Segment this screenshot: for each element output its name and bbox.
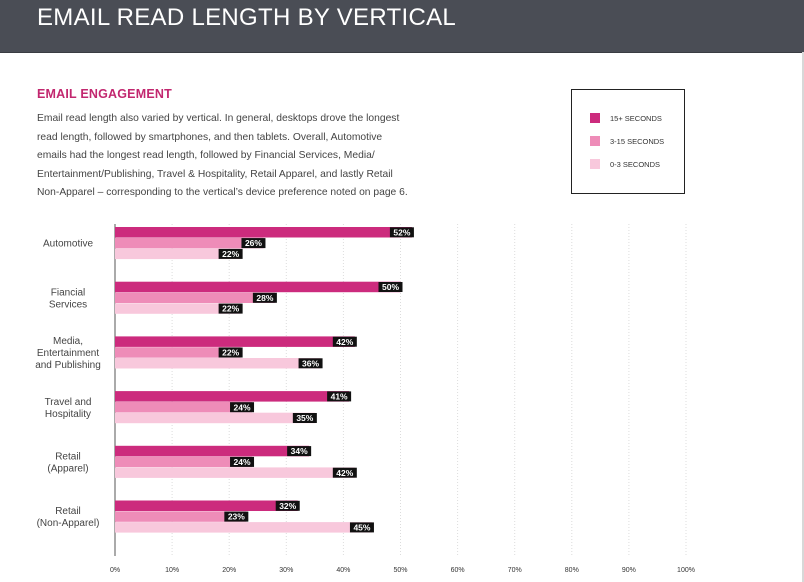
category-label: Entertainment xyxy=(37,348,99,359)
category-label: (Non-Apparel) xyxy=(37,518,100,529)
bar xyxy=(115,303,241,314)
bar xyxy=(115,412,315,424)
page-edge-divider xyxy=(802,52,804,582)
legend-item-15plus: 15+ SECONDS xyxy=(590,112,662,124)
bar xyxy=(115,237,264,249)
data-label: 22% xyxy=(222,249,239,259)
x-tick-label: 30% xyxy=(279,567,293,574)
data-label: 36% xyxy=(302,358,319,368)
data-label-bg xyxy=(224,511,249,522)
bar xyxy=(115,347,241,358)
bar xyxy=(115,227,412,238)
x-tick-label: 10% xyxy=(165,567,179,574)
data-label: 35% xyxy=(296,413,313,423)
bar xyxy=(115,292,275,303)
data-label: 24% xyxy=(234,402,251,412)
data-label: 28% xyxy=(256,293,273,303)
data-label-bg xyxy=(378,282,403,292)
data-label: 45% xyxy=(353,523,370,533)
bar xyxy=(115,522,372,533)
section-title: EMAIL ENGAGEMENT xyxy=(37,87,172,101)
legend-swatch-15plus xyxy=(590,113,600,123)
legend-label-0-3: 0-3 SECONDS xyxy=(610,159,661,169)
header-bar: EMAIL READ LENGTH BY VERTICAL xyxy=(0,0,804,53)
bar xyxy=(115,336,355,347)
x-tick-label: 0% xyxy=(110,567,120,574)
data-label: 24% xyxy=(234,457,251,467)
data-label-bg xyxy=(275,500,300,511)
data-label-bg xyxy=(218,347,243,358)
category-label: (Apparel) xyxy=(47,464,88,475)
intro-paragraph: Email read length also varied by vertica… xyxy=(37,113,408,198)
bar xyxy=(115,401,253,413)
data-label-bg xyxy=(332,336,357,347)
data-label: 23% xyxy=(228,512,245,522)
legend-swatch-3-15 xyxy=(590,136,600,146)
bar xyxy=(115,248,241,260)
data-label-bg xyxy=(252,292,277,303)
legend-item-3-15: 3-15 SECONDS xyxy=(590,135,664,147)
category-label: Media, xyxy=(53,336,83,347)
x-tick-label: 50% xyxy=(393,567,407,574)
legend-label-3-15: 3-15 SECONDS xyxy=(610,136,665,146)
data-label-bg xyxy=(292,413,317,423)
data-label-bg xyxy=(241,238,266,249)
x-tick-label: 60% xyxy=(451,567,465,574)
legend-label-15plus: 15+ SECONDS xyxy=(610,113,662,123)
x-tick-label: 100% xyxy=(677,567,695,574)
data-label: 26% xyxy=(245,238,262,248)
data-label-bg xyxy=(298,358,323,369)
data-label: 42% xyxy=(336,468,353,478)
data-label-bg xyxy=(218,248,243,259)
bar xyxy=(115,467,355,478)
data-label-bg xyxy=(389,227,414,238)
legend-swatch-0-3 xyxy=(590,159,600,169)
category-label: Travel and xyxy=(45,397,92,408)
bar xyxy=(115,281,401,293)
data-label: 41% xyxy=(331,392,348,402)
bar xyxy=(115,511,247,522)
data-label-bg xyxy=(332,467,357,478)
data-label: 32% xyxy=(279,501,296,511)
data-label-bg xyxy=(230,456,255,467)
chart-legend: 15+ SECONDS 3-15 SECONDS 0-3 SECONDS xyxy=(571,89,685,194)
category-label: Retail xyxy=(55,452,81,463)
category-label: Fiancial xyxy=(51,287,85,298)
data-label: 34% xyxy=(291,446,308,456)
bar xyxy=(115,456,253,468)
bar xyxy=(115,500,298,511)
x-tick-label: 70% xyxy=(508,567,522,574)
bar xyxy=(115,445,310,457)
x-tick-label: 40% xyxy=(336,567,350,574)
legend-item-0-3: 0-3 SECONDS xyxy=(590,158,660,170)
x-tick-label: 80% xyxy=(565,567,579,574)
page-title: EMAIL READ LENGTH BY VERTICAL xyxy=(37,4,457,31)
category-label: Retail xyxy=(55,506,81,517)
data-label: 50% xyxy=(382,282,399,292)
x-tick-label: 20% xyxy=(222,567,236,574)
bar xyxy=(115,391,350,402)
category-label: and Publishing xyxy=(35,360,101,371)
x-tick-label: 90% xyxy=(622,567,636,574)
data-label-bg xyxy=(218,303,243,314)
data-label-bg xyxy=(230,402,255,413)
data-label-bg xyxy=(327,391,352,402)
data-label-bg xyxy=(287,446,312,457)
category-label: Hospitality xyxy=(45,409,91,420)
data-label: 22% xyxy=(222,304,239,314)
category-label: Automotive xyxy=(43,239,93,250)
category-label: Services xyxy=(49,299,87,310)
data-label: 42% xyxy=(336,337,353,347)
bar xyxy=(115,358,321,369)
data-label: 52% xyxy=(393,227,410,237)
data-label: 22% xyxy=(222,348,239,358)
data-label-bg xyxy=(349,522,374,533)
